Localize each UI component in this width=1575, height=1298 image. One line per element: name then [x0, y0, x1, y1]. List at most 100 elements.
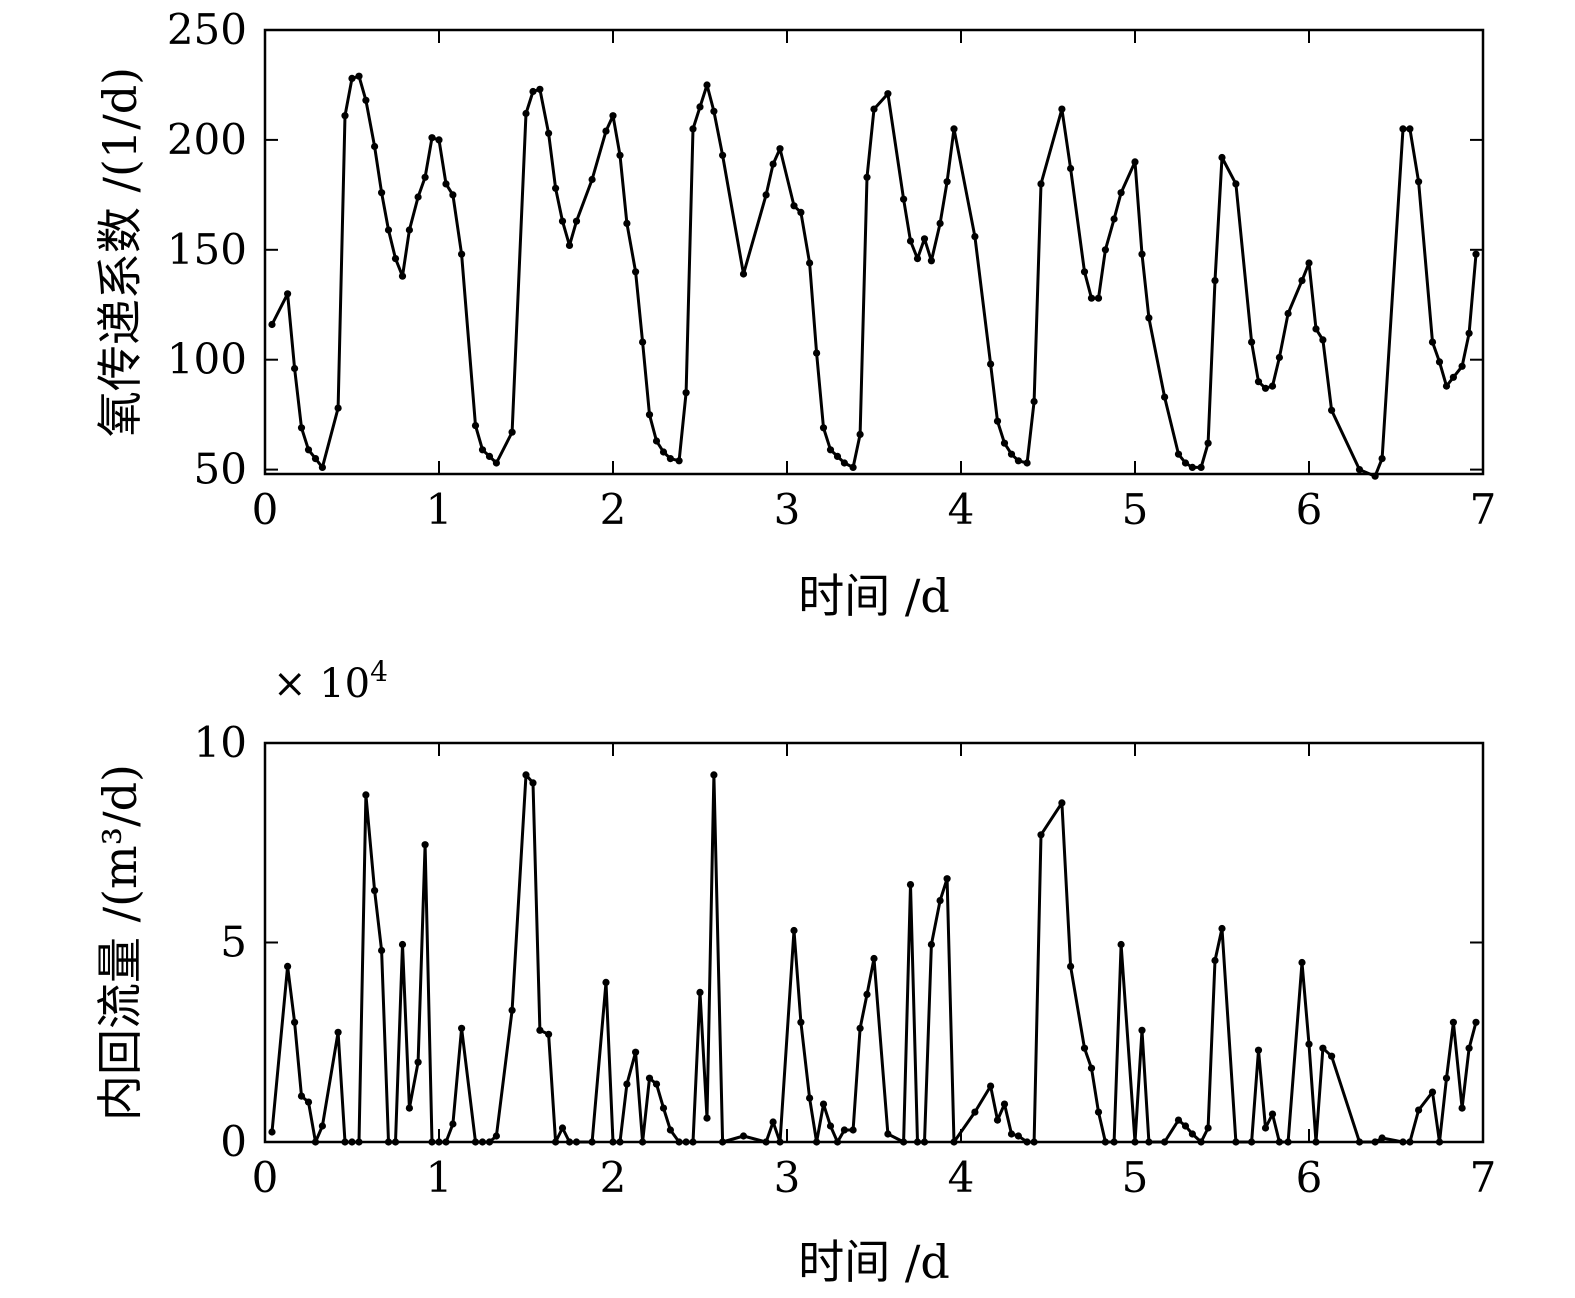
x-axis: 0 1 2 3 4 5 6 7	[252, 743, 1496, 1202]
data-point	[1435, 1138, 1444, 1146]
y-tick-label: 250	[167, 5, 247, 54]
data-point	[927, 940, 936, 949]
data-point	[572, 217, 581, 225]
data-point	[739, 1132, 748, 1140]
x-tick-label: 2	[600, 485, 627, 534]
data-point	[769, 160, 777, 168]
data-point	[710, 771, 718, 779]
data-point	[588, 1138, 596, 1146]
data-point	[1131, 158, 1139, 166]
data-point	[900, 195, 908, 203]
data-point	[609, 1138, 617, 1146]
data-point	[492, 1132, 500, 1140]
data-point	[826, 446, 835, 454]
data-point	[536, 85, 544, 93]
data-point	[1458, 362, 1466, 370]
data-point	[762, 191, 770, 199]
data-point	[1110, 1138, 1118, 1146]
data-point	[1218, 924, 1226, 933]
x-tick-label: 0	[252, 1153, 279, 1202]
data-point	[1472, 1018, 1480, 1026]
data-point	[645, 1074, 654, 1082]
data-point	[268, 320, 276, 329]
data-point	[703, 81, 711, 89]
data-point	[449, 191, 457, 199]
data-point	[776, 1138, 784, 1146]
data-point	[987, 1082, 995, 1090]
data-point	[1232, 1138, 1240, 1146]
data-point	[856, 430, 864, 438]
data-point	[609, 112, 617, 120]
data-point	[1458, 1104, 1466, 1112]
data-point	[1275, 1138, 1283, 1146]
internal-reflux-series	[268, 771, 1480, 1146]
data-point	[1298, 277, 1306, 285]
exponent-base: × 10	[273, 661, 370, 707]
data-point	[1355, 1138, 1364, 1146]
data-point	[1094, 294, 1103, 302]
data-point	[833, 452, 842, 460]
data-point	[1378, 455, 1386, 463]
data-point	[1406, 125, 1414, 133]
data-point	[529, 87, 537, 96]
data-point	[485, 1138, 494, 1146]
data-point	[1188, 1130, 1196, 1138]
data-point	[1232, 180, 1240, 188]
data-point	[355, 72, 363, 80]
data-point	[1435, 358, 1444, 366]
data-point	[616, 1138, 624, 1146]
data-point	[545, 1030, 553, 1038]
data-point	[1406, 1138, 1414, 1146]
data-point	[1023, 459, 1031, 467]
x-tick-label: 0	[252, 485, 279, 534]
data-point	[558, 217, 567, 225]
data-point	[1371, 472, 1379, 480]
data-point	[1319, 1044, 1327, 1052]
data-point	[1415, 1106, 1423, 1114]
data-point	[1000, 1100, 1009, 1108]
data-point	[1101, 1138, 1109, 1146]
data-point	[1465, 329, 1473, 337]
data-point	[341, 1138, 349, 1146]
data-point	[993, 1116, 1002, 1124]
data-point	[1161, 1138, 1169, 1146]
x-tick-label: 4	[948, 1153, 975, 1202]
data-point	[1218, 153, 1226, 162]
data-point	[1181, 1122, 1190, 1130]
data-point	[1000, 439, 1009, 447]
data-point	[291, 1018, 299, 1026]
data-point	[421, 173, 429, 181]
data-point	[1181, 459, 1190, 467]
data-point	[1328, 1052, 1336, 1060]
data-point	[442, 180, 450, 188]
data-point	[826, 1122, 835, 1130]
data-point	[1087, 1064, 1096, 1072]
series-line	[270, 74, 1478, 478]
data-point	[1284, 309, 1292, 318]
y-tick-label: 200	[167, 115, 247, 164]
data-point	[1117, 940, 1125, 949]
data-point	[1284, 1138, 1292, 1146]
data-point	[1174, 1116, 1183, 1124]
x-tick-label: 5	[1122, 485, 1149, 534]
data-point	[682, 1138, 690, 1146]
data-point	[1030, 397, 1038, 406]
data-point	[666, 455, 675, 463]
data-point	[405, 1104, 413, 1112]
data-point	[485, 452, 494, 460]
data-point	[341, 112, 349, 120]
y-axis-label: 内回流量 /(m³/d)	[93, 764, 147, 1121]
data-point	[840, 459, 849, 467]
data-point	[348, 74, 356, 82]
data-point	[508, 428, 516, 436]
data-point	[1138, 250, 1146, 258]
data-point	[659, 448, 668, 456]
data-point	[703, 1114, 711, 1122]
data-point	[522, 109, 530, 118]
data-point	[769, 1118, 777, 1126]
data-point	[1094, 1108, 1103, 1116]
data-point	[334, 1028, 342, 1036]
data-point	[398, 272, 407, 280]
data-point	[602, 978, 610, 987]
data-point	[371, 887, 379, 895]
